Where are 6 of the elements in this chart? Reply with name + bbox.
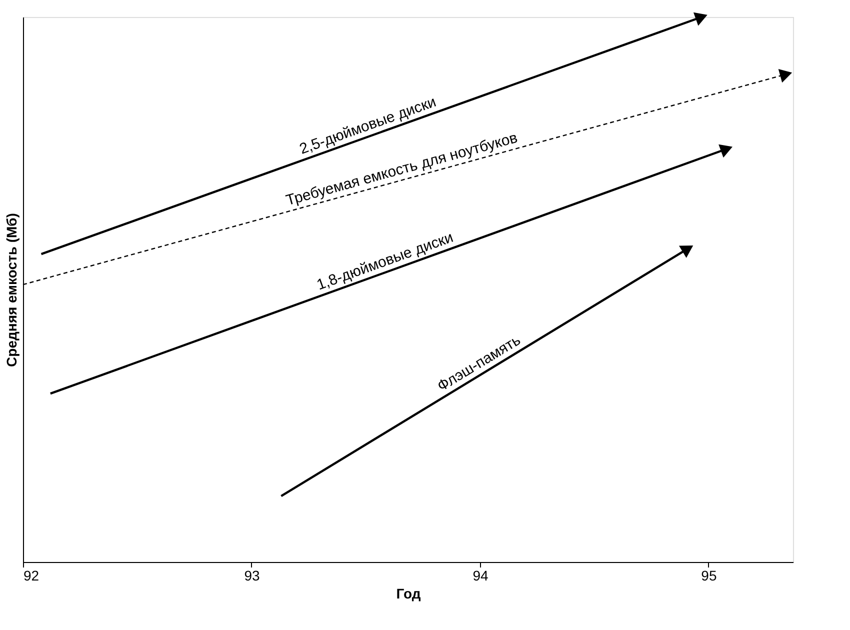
x-tick-label: 95: [701, 568, 717, 584]
x-tick-label: 94: [472, 568, 488, 584]
y-axis-title: Средняя емкость (Мб): [4, 213, 20, 367]
x-tick-label: 93: [244, 568, 260, 584]
x-axis-title: Год: [396, 586, 421, 602]
x-tick-label: 92: [24, 568, 40, 584]
